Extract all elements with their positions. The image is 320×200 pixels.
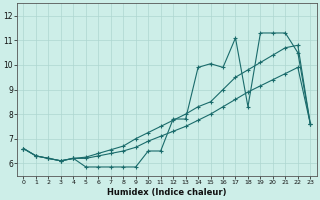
X-axis label: Humidex (Indice chaleur): Humidex (Indice chaleur) (107, 188, 227, 197)
